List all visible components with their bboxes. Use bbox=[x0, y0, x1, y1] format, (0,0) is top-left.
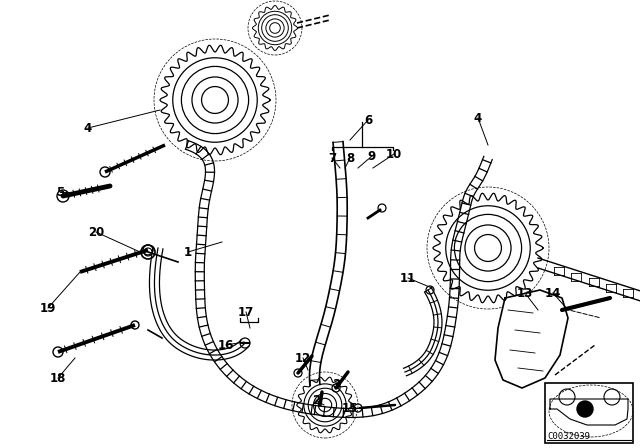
Text: 10: 10 bbox=[386, 147, 402, 160]
Text: 19: 19 bbox=[40, 302, 56, 314]
Text: 17: 17 bbox=[238, 306, 254, 319]
Text: 20: 20 bbox=[88, 225, 104, 238]
Circle shape bbox=[577, 401, 593, 417]
Text: 1: 1 bbox=[184, 246, 192, 258]
Text: 18: 18 bbox=[50, 371, 66, 384]
Text: C0032039: C0032039 bbox=[547, 432, 590, 441]
Text: 16: 16 bbox=[218, 339, 234, 352]
Bar bbox=[545, 383, 633, 443]
Text: 3: 3 bbox=[332, 378, 340, 391]
Text: 12: 12 bbox=[295, 352, 311, 365]
Text: 9: 9 bbox=[368, 150, 376, 163]
Text: 7: 7 bbox=[328, 151, 336, 164]
Text: 14: 14 bbox=[545, 287, 561, 300]
Text: 8: 8 bbox=[346, 151, 354, 164]
Polygon shape bbox=[495, 290, 568, 388]
Text: 4: 4 bbox=[474, 112, 482, 125]
Text: 5: 5 bbox=[56, 185, 64, 198]
Text: 11: 11 bbox=[400, 271, 416, 284]
Text: 4: 4 bbox=[84, 121, 92, 134]
Text: 2: 2 bbox=[312, 393, 320, 406]
Text: 6: 6 bbox=[364, 113, 372, 126]
Text: 15: 15 bbox=[342, 401, 358, 414]
Text: 13: 13 bbox=[517, 287, 533, 300]
